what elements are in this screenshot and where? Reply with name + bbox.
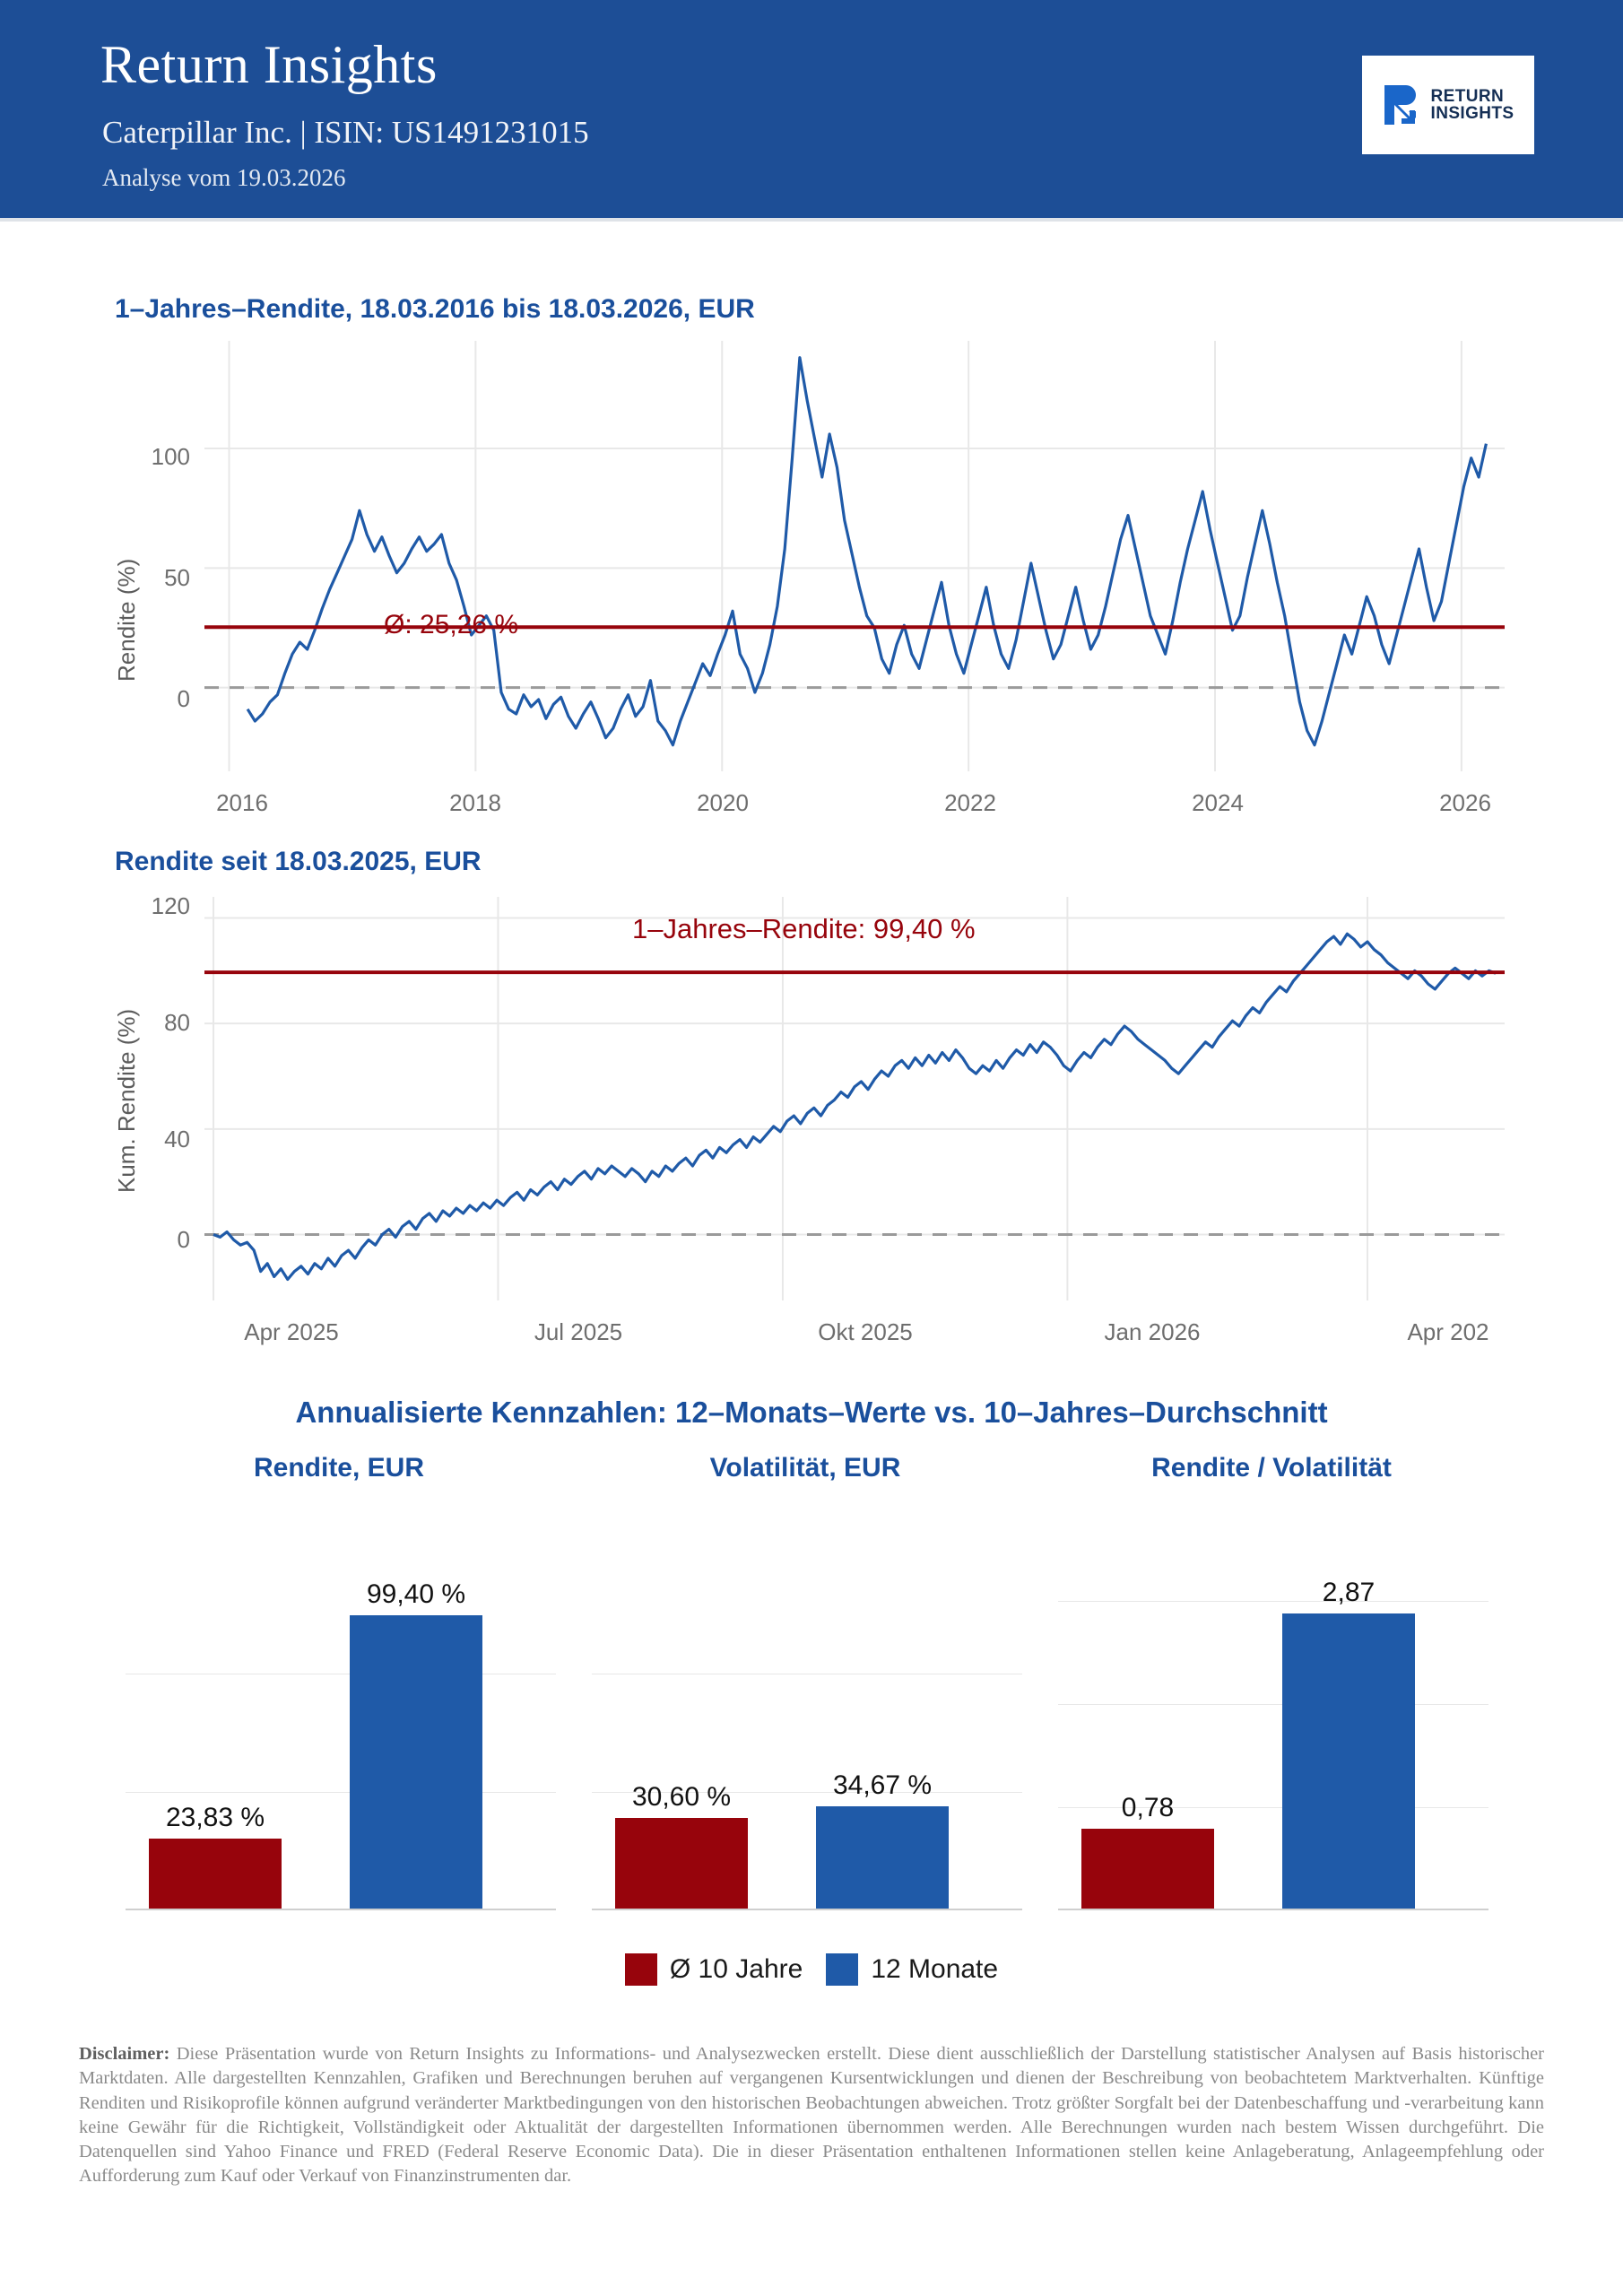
chart-2-svg	[204, 897, 1505, 1300]
bar-axis	[592, 1909, 1022, 1910]
brand-logo: RETURN INSIGHTS	[1362, 56, 1534, 154]
kpi-section-title: Annualisierte Kennzahlen: 12–Monats–Wert…	[295, 1396, 1328, 1429]
logo-line-1: RETURN	[1430, 86, 1505, 106]
chart-2-plot-area	[204, 897, 1505, 1300]
chart-1-ytick-100: 100	[151, 443, 190, 470]
chart-2-ytick-40: 40	[164, 1126, 190, 1152]
page-header: Return Insights Caterpillar Inc. | ISIN:…	[0, 0, 1623, 218]
chart-1-xtick-2016: 2016	[216, 789, 268, 816]
bar-avg-10y	[1081, 1828, 1214, 1909]
chart-1-xtick-2020: 2020	[697, 789, 749, 816]
chart-1-xtick-2026: 2026	[1439, 789, 1491, 816]
logo-wordmark: RETURN INSIGHTS	[1430, 86, 1515, 123]
disclaimer-label: Disclaimer:	[79, 2044, 170, 2064]
disclaimer-text: Diese Präsentation wurde von Return Insi…	[79, 2044, 1544, 2187]
bar-axis	[126, 1909, 556, 1910]
bar-value-label: 2,87	[1322, 1578, 1376, 1608]
bar-value-label: 34,67 %	[832, 1770, 933, 1801]
logo-line-2: INSIGHTS	[1430, 104, 1515, 123]
chart-1-xtick-2018: 2018	[449, 789, 501, 816]
analysis-date: Analyse vom 19.03.2026	[102, 164, 346, 191]
chart-2-ytick-0: 0	[177, 1226, 190, 1253]
chart-1-plot-area	[204, 341, 1505, 771]
bar-gridline	[1058, 1806, 1488, 1808]
bar-avg-10y	[149, 1838, 282, 1909]
chart-2-xtick-apr2026: Apr 202	[1407, 1318, 1489, 1345]
chart-2-xtick-jul2025: Jul 2025	[534, 1318, 623, 1345]
chart-1-ytick-0: 0	[177, 685, 190, 712]
kpi-panel-rendite: 23,83 % 99,40 %	[126, 1570, 556, 1910]
chart-2-xtick-okt2025: Okt 2025	[818, 1318, 913, 1345]
bar-gridline	[1058, 1703, 1488, 1705]
chart-2-title: Rendite seit 18.03.2025, EUR	[115, 847, 482, 876]
legend-label-12-monate: 12 Monate	[871, 1954, 999, 1984]
bar-12m	[350, 1615, 482, 1909]
kpi-panel-2-title: Volatilität, EUR	[709, 1453, 901, 1483]
bar-gridline	[1058, 1600, 1488, 1602]
kpi-panel-3-title: Rendite / Volatilität	[1151, 1453, 1392, 1483]
bar-axis	[1058, 1909, 1488, 1910]
bar-avg-10y	[615, 1818, 748, 1909]
chart-2-reference-annotation: 1–Jahres–Rendite: 99,40 %	[632, 913, 976, 944]
bar-12m	[816, 1806, 949, 1909]
legend-swatch-red	[624, 1953, 657, 1986]
chart-1-ytick-50: 50	[164, 564, 190, 591]
bar-gridline	[126, 1791, 556, 1793]
kpi-panel-rendite-volatilitaet: 0,78 2,87	[1058, 1570, 1488, 1910]
chart-1-svg	[204, 341, 1505, 771]
legend-item-10-jahre: Ø 10 Jahre	[624, 1953, 803, 1986]
instrument-subtitle: Caterpillar Inc. | ISIN: US1491231015	[102, 115, 589, 150]
legend-swatch-blue	[826, 1953, 859, 1986]
kpi-legend: Ø 10 Jahre 12 Monate	[0, 1953, 1623, 1986]
disclaimer: Disclaimer: Diese Präsentation wurde von…	[79, 2042, 1544, 2189]
chart-1-xtick-2022: 2022	[944, 789, 996, 816]
chart-1-title: 1–Jahres–Rendite, 18.03.2016 bis 18.03.2…	[115, 294, 755, 324]
bar-12m	[1282, 1613, 1415, 1909]
chart-2-ytick-80: 80	[164, 1009, 190, 1036]
header-divider	[0, 218, 1623, 222]
chart-1-average-annotation: Ø: 25,26 %	[384, 610, 519, 639]
bar-value-label: 0,78	[1121, 1792, 1175, 1822]
bar-value-label: 99,40 %	[366, 1579, 466, 1610]
kpi-panel-volatilitaet: 30,60 % 34,67 %	[592, 1570, 1022, 1910]
legend-label-10-jahre: Ø 10 Jahre	[669, 1954, 803, 1984]
chart-2-xtick-apr2025: Apr 2025	[244, 1318, 339, 1345]
bar-value-label: 30,60 %	[631, 1782, 732, 1813]
chart-1-xtick-2024: 2024	[1192, 789, 1244, 816]
return-insights-logo-icon	[1384, 85, 1416, 125]
chart-2-ytick-120: 120	[151, 892, 190, 919]
legend-item-12-monate: 12 Monate	[826, 1953, 998, 1986]
kpi-panel-1-title: Rendite, EUR	[253, 1453, 425, 1483]
chart-2-xtick-jan2026: Jan 2026	[1104, 1318, 1201, 1345]
bar-value-label: 23,83 %	[165, 1802, 265, 1832]
bar-gridline	[592, 1791, 1022, 1793]
page-title: Return Insights	[100, 35, 438, 94]
